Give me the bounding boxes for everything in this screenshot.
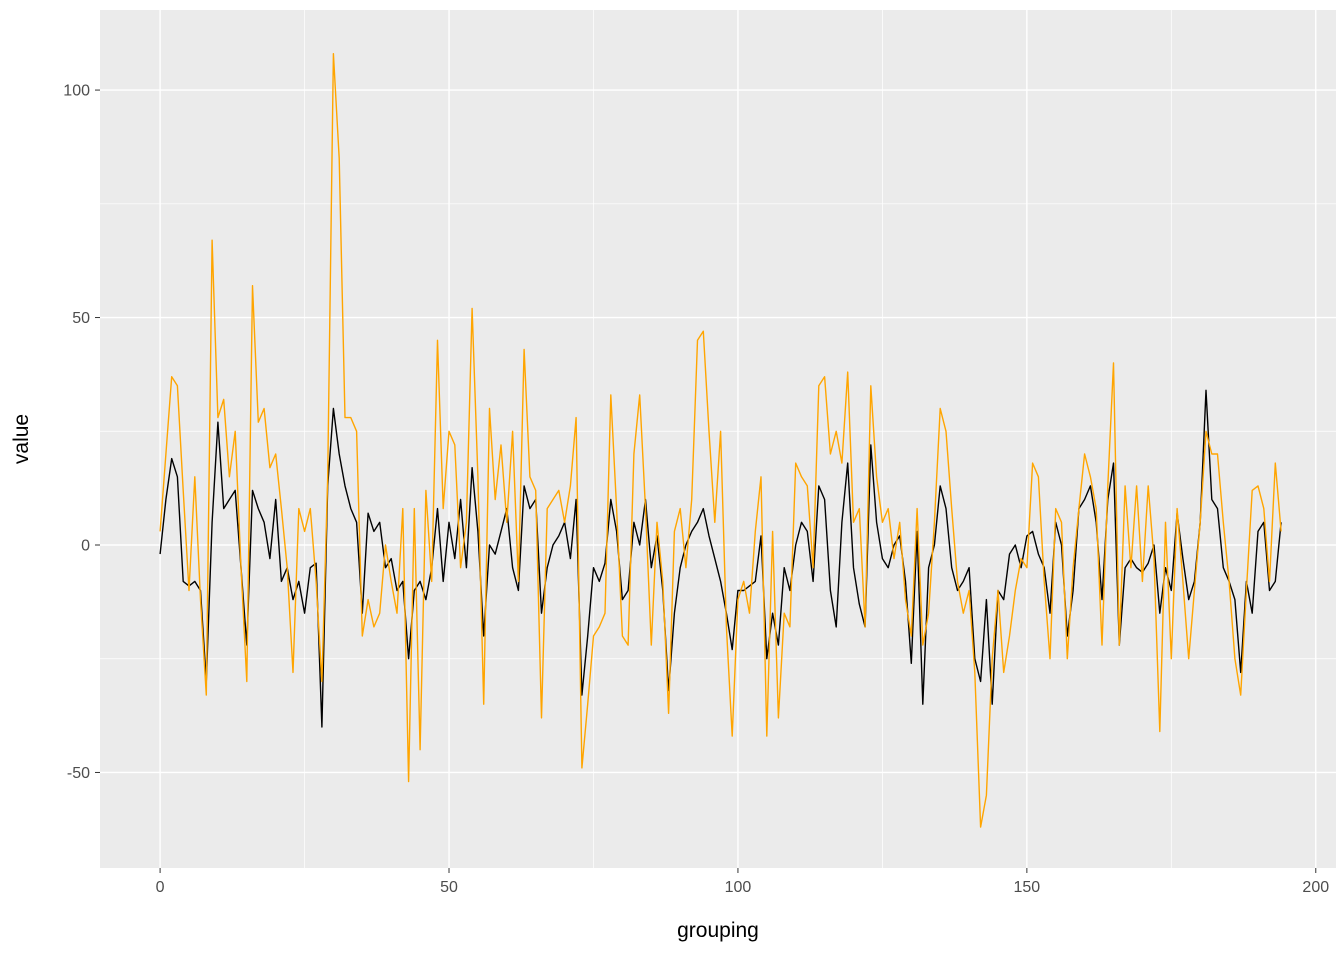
x-tick-label: 100 (725, 879, 752, 896)
y-tick-label: 50 (72, 310, 90, 327)
x-axis-ticks: 0 50 100 150 200 (156, 868, 1329, 896)
x-tick-label: 50 (440, 879, 458, 896)
y-axis-title: value (10, 414, 33, 464)
x-tick-label: 200 (1302, 879, 1329, 896)
y-tick-label: 0 (81, 537, 90, 554)
grid-minor (100, 10, 1336, 868)
grid-major (100, 10, 1336, 868)
x-tick-label: 150 (1014, 879, 1041, 896)
plot-panel (100, 10, 1336, 868)
y-tick-label: 100 (63, 83, 90, 100)
series-line-orange (159, 53, 1282, 828)
x-axis-title: grouping (677, 919, 759, 942)
series-line-black (159, 389, 1282, 728)
y-tick-label: -50 (67, 765, 90, 782)
x-tick-label: 0 (156, 879, 165, 896)
y-axis-ticks: -50 0 50 100 (63, 83, 100, 782)
